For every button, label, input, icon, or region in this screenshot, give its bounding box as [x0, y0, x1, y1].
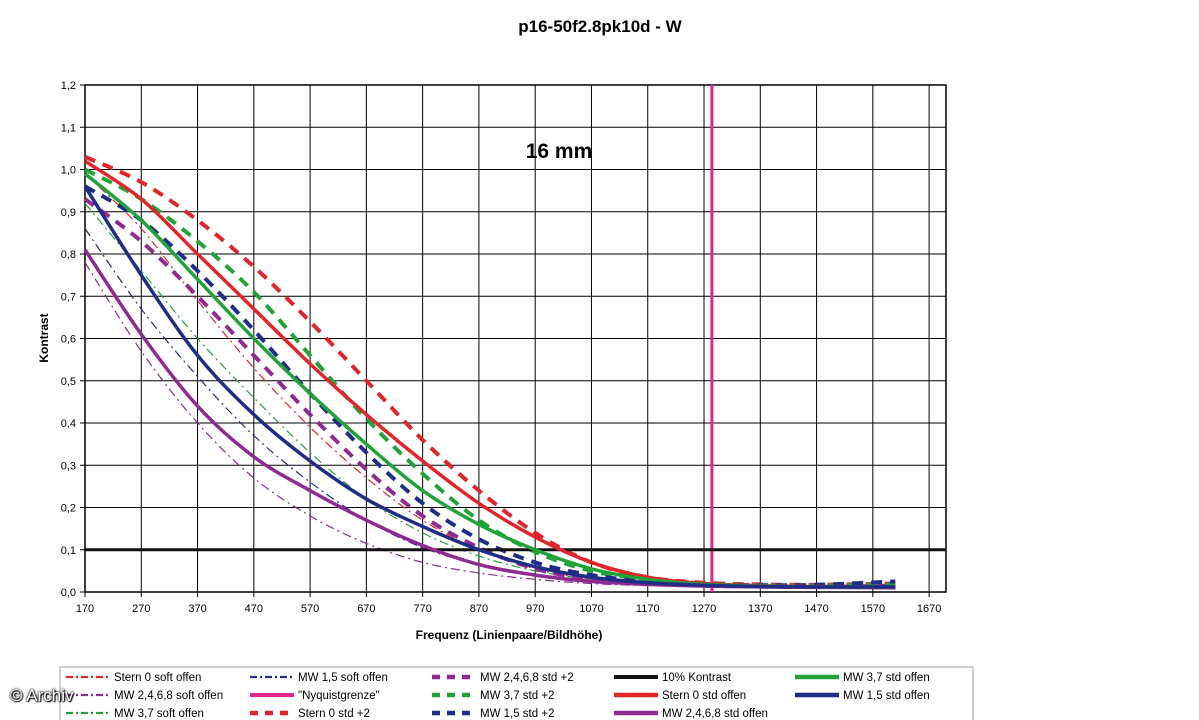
legend-label: "Nyquistgrenze": [298, 690, 380, 702]
legend-label: Stern 0 std offen: [662, 690, 746, 702]
x-tick-label: 1070: [579, 603, 603, 615]
x-tick-label: 670: [357, 603, 375, 615]
legend-label: MW 2,4,6,8 std +2: [480, 672, 574, 684]
series-line: [84, 173, 896, 589]
grid-lines: [80, 84, 946, 597]
series-group: [83, 85, 946, 592]
legend-label: MW 3,7 std +2: [480, 690, 554, 702]
x-tick-label: 1370: [748, 603, 772, 615]
x-tick-label: 1670: [917, 603, 941, 615]
y-tick-label: 0,4: [61, 418, 76, 430]
x-tick-label: 1270: [692, 603, 716, 615]
y-tick-label: 0,0: [61, 587, 76, 599]
legend-label: Stern 0 std +2: [298, 708, 370, 720]
y-tick-label: 0,9: [61, 207, 76, 219]
legend-label: MW 1,5 soft offen: [298, 672, 388, 684]
y-tick-label: 0,1: [61, 545, 76, 557]
x-tick-labels: 170 270 370 470 570 670 770 870 970 1070 1170 1270 1…: [76, 603, 942, 615]
legend-label: MW 3,7 std offen: [843, 672, 930, 684]
x-tick-label: 970: [526, 603, 544, 615]
y-tick-label: 1,1: [61, 122, 76, 134]
legend-label: MW 2,4,6,8 std offen: [662, 708, 768, 720]
y-tick-label: 0,5: [61, 376, 76, 388]
focal-length-annotation: 16 mm: [526, 140, 593, 163]
series-line: [83, 185, 896, 589]
y-tick-label: 0,6: [61, 334, 76, 346]
series-line: [83, 184, 896, 588]
x-tick-label: 370: [188, 603, 206, 615]
legend: Stern 0 soft offen MW 2,4,6,8 soft offen M…: [66, 672, 930, 720]
y-tick-label: 1,2: [61, 80, 76, 92]
legend-label: Stern 0 soft offen: [114, 672, 201, 684]
x-tick-label: 870: [470, 603, 488, 615]
x-axis-label: Frequenz (Linienpaare/Bildhöhe): [416, 628, 603, 642]
legend-label: MW 2,4,6,8 soft offen: [114, 690, 223, 702]
x-tick-label: 470: [245, 603, 263, 615]
legend-label: MW 1,5 std offen: [843, 690, 930, 702]
y-tick-label: 0,8: [61, 249, 76, 261]
legend-label: MW 3,7 soft offen: [114, 708, 204, 720]
x-tick-label: 170: [76, 603, 94, 615]
legend-label: MW 1,5 std +2: [480, 708, 554, 720]
x-tick-label: 570: [301, 603, 319, 615]
y-tick-label: 0,7: [61, 291, 76, 303]
chart-title: p16-50f2.8pk10d - W: [518, 17, 682, 36]
y-tick-label: 1,0: [61, 165, 76, 177]
x-tick-label: 770: [413, 603, 431, 615]
x-tick-label: 270: [132, 603, 150, 615]
x-tick-label: 1170: [636, 603, 660, 615]
y-axis-label: Kontrast: [37, 313, 51, 362]
watermark: © Archiv: [10, 686, 74, 705]
x-tick-label: 1570: [861, 603, 885, 615]
y-tick-labels: 0,0 0,1 0,2 0,3 0,4 0,5 0,6 0,7 0,8 0,9 1,0 1,1 1,2: [61, 80, 76, 599]
legend-label: 10% Kontrast: [662, 672, 732, 684]
x-tick-label: 1470: [804, 603, 828, 615]
y-tick-label: 0,2: [61, 503, 76, 515]
y-tick-label: 0,3: [61, 460, 76, 472]
